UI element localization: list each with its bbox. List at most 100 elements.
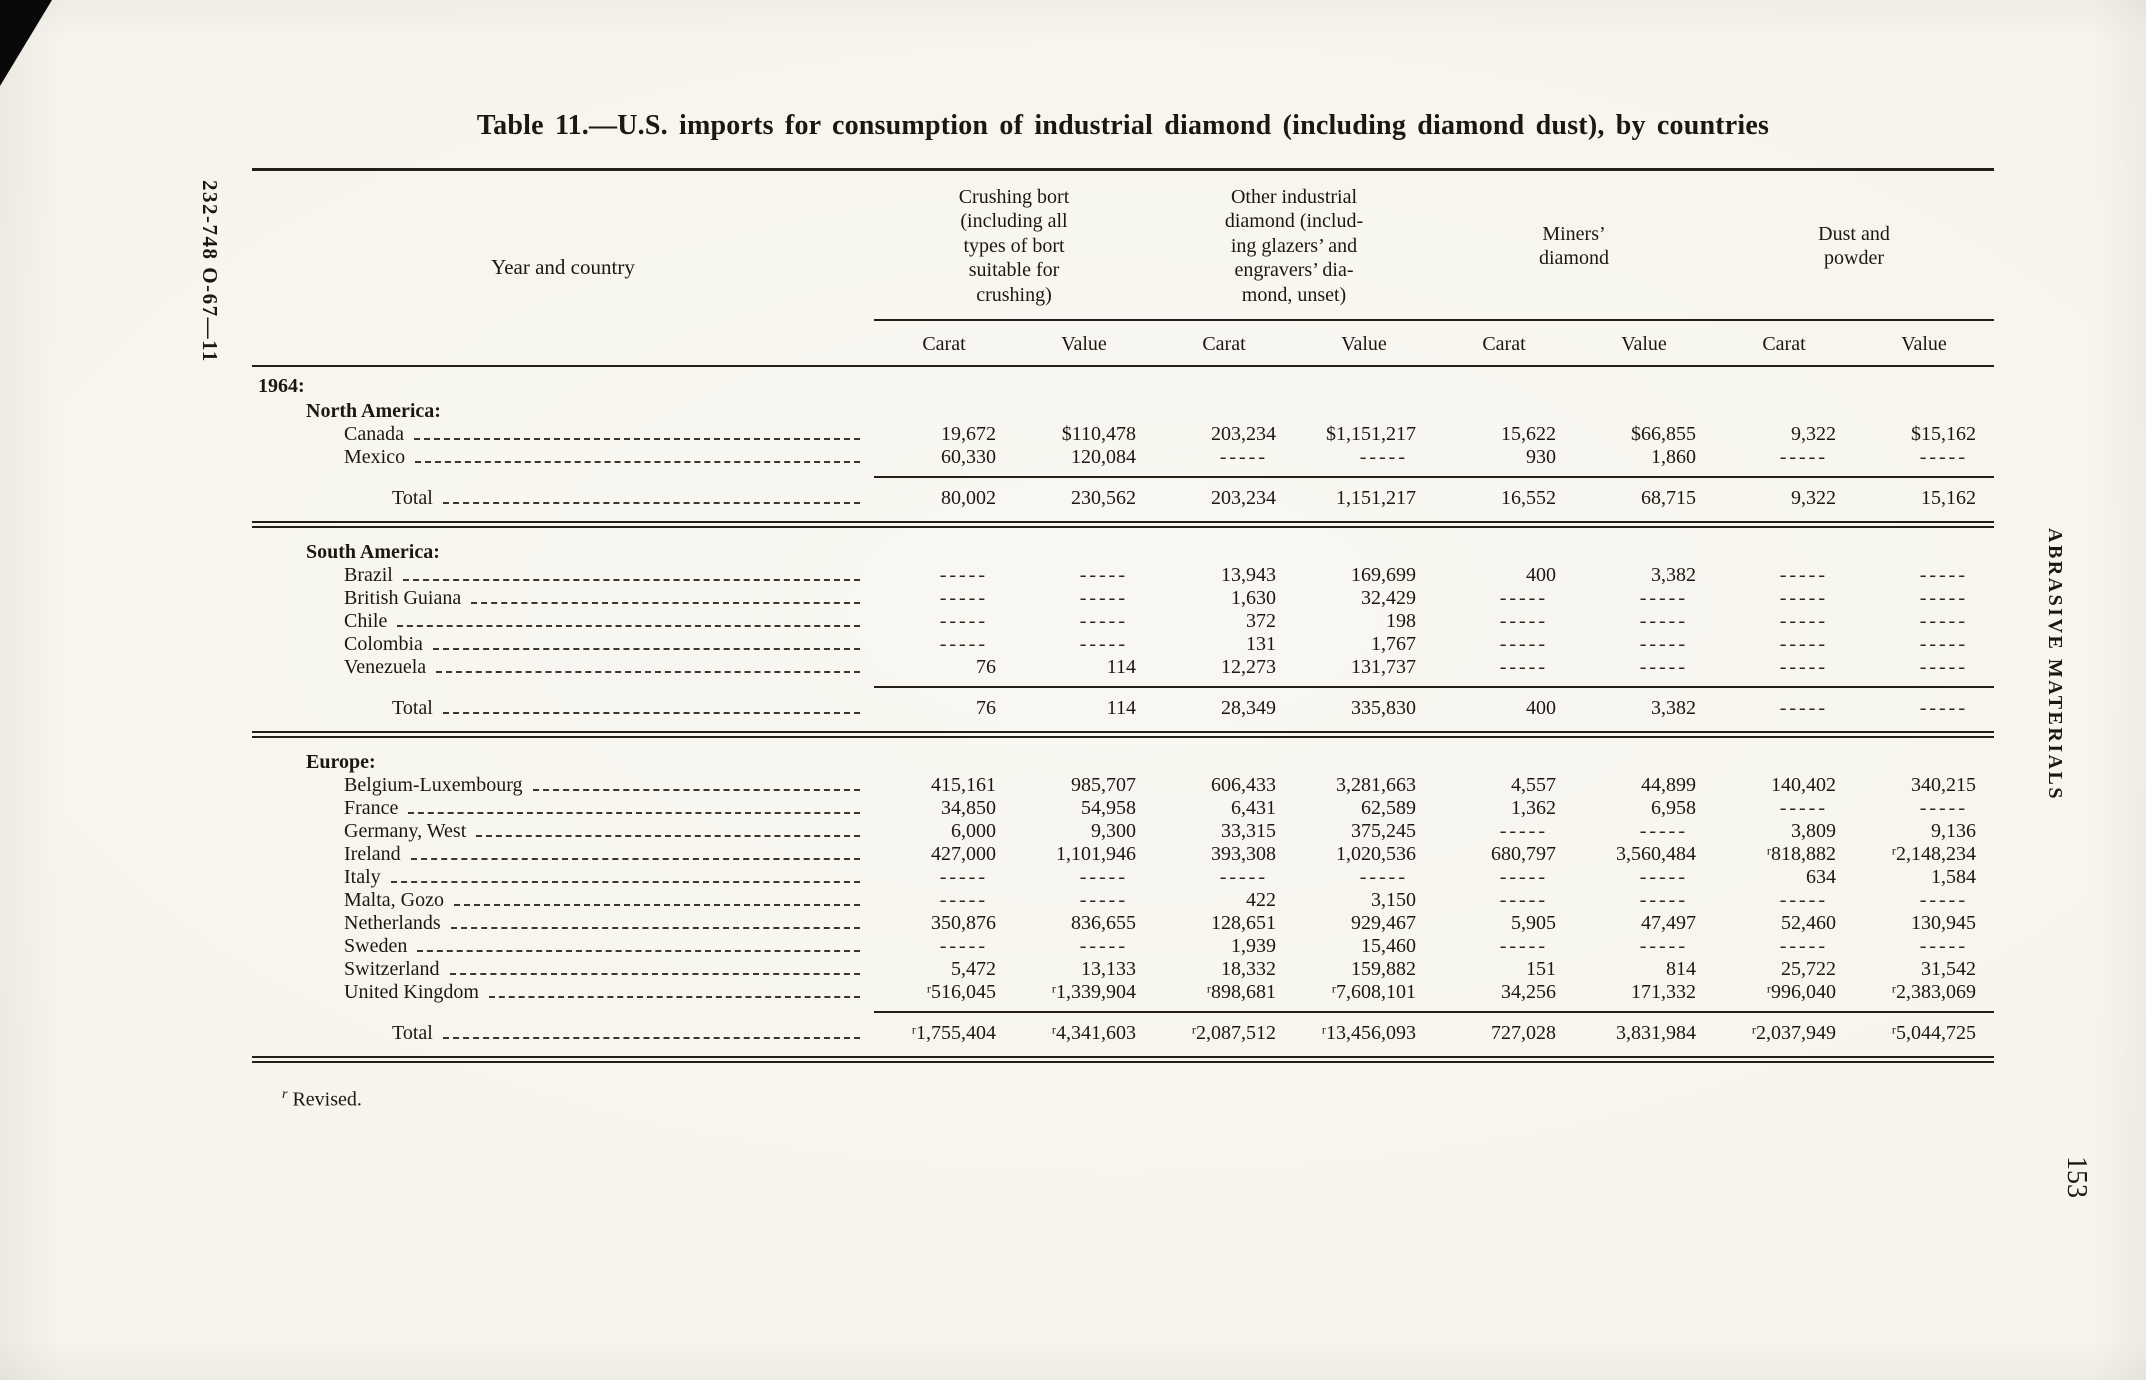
value-cell: ----- [1919, 563, 1968, 586]
section-label: South America: [252, 541, 1994, 564]
value-cell: ----- [1219, 865, 1268, 888]
row-label-text: Sweden [344, 934, 408, 957]
value-cell: 3,831,984 [1616, 1021, 1696, 1044]
value-cell: 131,737 [1351, 655, 1416, 678]
row-label: Mexico [252, 446, 874, 469]
value-cell: 151 [1526, 957, 1556, 980]
value-cell: ----- [1079, 934, 1128, 957]
value-cell: 34,256 [1501, 980, 1556, 1003]
table-row: Brazil ----- ----- 13,943 169,699 400 3,382 ---… [252, 564, 1994, 587]
dash-leader [402, 578, 860, 581]
value-cell: ----- [1779, 586, 1828, 609]
col-group-other-industrial: Other industrial diamond (includ- ing gl… [1154, 171, 1434, 321]
value-cell: 128,651 [1211, 911, 1276, 934]
value-cell: 427,000 [931, 842, 996, 865]
value-cell: 9,322 [1791, 422, 1836, 445]
row-label: Brazil [252, 564, 874, 587]
table-title: Table 11.—U.S. imports for consumption o… [476, 110, 1770, 141]
value-cell: 1,630 [1231, 586, 1276, 609]
value-cell: 4,557 [1511, 773, 1556, 796]
value-cell: 400 [1526, 563, 1556, 586]
table-row: Switzerland 5,472 13,133 18,332 159,882 151 81… [252, 958, 1994, 981]
dash-leader [476, 834, 860, 837]
value-cell: ----- [1779, 655, 1828, 678]
value-cell: 6,958 [1651, 796, 1696, 819]
value-cell: 130,945 [1911, 911, 1976, 934]
value-cell: ----- [1639, 632, 1688, 655]
value-cell: ----- [1919, 445, 1968, 468]
value-cell: ----- [1919, 655, 1968, 678]
value-cell: ----- [939, 934, 988, 957]
value-cell: 198 [1386, 609, 1416, 632]
value-cell: 1,362 [1511, 796, 1556, 819]
value-cell: ----- [1779, 445, 1828, 468]
row-label-text: North America: [306, 399, 441, 422]
row-label: Italy [252, 866, 874, 889]
value-cell: 3,281,663 [1336, 773, 1416, 796]
col-group-dust-powder: Dust and powder [1714, 171, 1994, 321]
value-cell: ----- [1919, 586, 1968, 609]
value-cell: 400 [1526, 696, 1556, 719]
row-label-text: France [344, 796, 399, 819]
row-label-text: Canada [344, 422, 404, 445]
row-label: Sweden [252, 935, 874, 958]
value-cell: ----- [1499, 865, 1548, 888]
value-cell: 3,560,484 [1616, 842, 1696, 865]
dash-leader [442, 711, 860, 714]
value-cell: 25,722 [1781, 957, 1836, 980]
col-group-crushing-bort: Crushing bort (including all types of bo… [874, 171, 1154, 321]
dash-leader [471, 601, 860, 604]
row-label-text: Total [392, 696, 433, 719]
row-label-text: British Guiana [344, 586, 462, 609]
col-group-miners-diamond: Miners’ diamond [1434, 171, 1714, 321]
subheader-value: Value [1621, 332, 1667, 355]
table-header: Year and country Crushing bort (includin… [252, 168, 1994, 367]
value-cell: 1,860 [1651, 445, 1696, 468]
imports-table: Year and country Crushing bort (includin… [252, 168, 1994, 1112]
value-cell: 929,467 [1351, 911, 1416, 934]
table-row: Ireland 427,000 1,101,946 393,308 1,020,536 6… [252, 843, 1994, 866]
value-cell: ----- [1499, 819, 1548, 842]
value-cell: ----- [1079, 632, 1128, 655]
value-cell: ----- [1079, 586, 1128, 609]
value-cell: ----- [1639, 934, 1688, 957]
value-cell: 15,162 [1921, 486, 1976, 509]
table-row: Canada 19,672 $110,478 203,234 $1,151,217 15,… [252, 423, 1994, 446]
page-number: 153 [2061, 1156, 2092, 1198]
row-label: 1964: [252, 375, 874, 398]
row-label: Europe: [252, 751, 874, 774]
dash-leader [413, 437, 860, 440]
dash-leader [415, 460, 860, 463]
value-cell: 68,715 [1641, 486, 1696, 509]
section-label: Europe: [252, 751, 1994, 774]
value-cell: ----- [1639, 888, 1688, 911]
value-cell: 1,151,217 [1336, 486, 1416, 509]
table-row: British Guiana ----- ----- 1,630 32,429 -----… [252, 587, 1994, 610]
value-cell: 19,672 [941, 422, 996, 445]
value-cell: ----- [1499, 655, 1548, 678]
table-row: Sweden ----- ----- 1,939 15,460 ----- ----- ---… [252, 935, 1994, 958]
value-cell: 33,315 [1221, 819, 1276, 842]
value-cell: 15,460 [1361, 934, 1416, 957]
value-cell: 727,028 [1491, 1021, 1556, 1044]
row-label-text: South America: [306, 540, 440, 563]
table-row: Malta, Gozo ----- ----- 422 3,150 ----- ----- -… [252, 889, 1994, 912]
value-cell: ʳ516,045 [926, 980, 996, 1003]
value-cell: 375,245 [1351, 819, 1416, 842]
value-cell: 3,150 [1371, 888, 1416, 911]
value-cell: ʳ898,681 [1206, 980, 1276, 1003]
dash-leader [450, 926, 860, 929]
value-cell: ʳ4,341,603 [1051, 1021, 1136, 1044]
row-label: United Kingdom [252, 981, 874, 1004]
row-label: Canada [252, 423, 874, 446]
table-row: Italy ----- ----- ----- ----- ----- ----- 634 1,… [252, 866, 1994, 889]
row-label-text: Brazil [344, 563, 393, 586]
value-cell: ----- [1779, 696, 1828, 719]
row-label: Belgium-Luxembourg [252, 774, 874, 797]
row-label: France [252, 797, 874, 820]
dash-leader [442, 1036, 860, 1039]
value-cell: ----- [1779, 609, 1828, 632]
table-body: 1964: North America: Canada 19,672 $110,478 2… [252, 367, 1994, 1063]
total-bottom-rule [252, 520, 1994, 528]
